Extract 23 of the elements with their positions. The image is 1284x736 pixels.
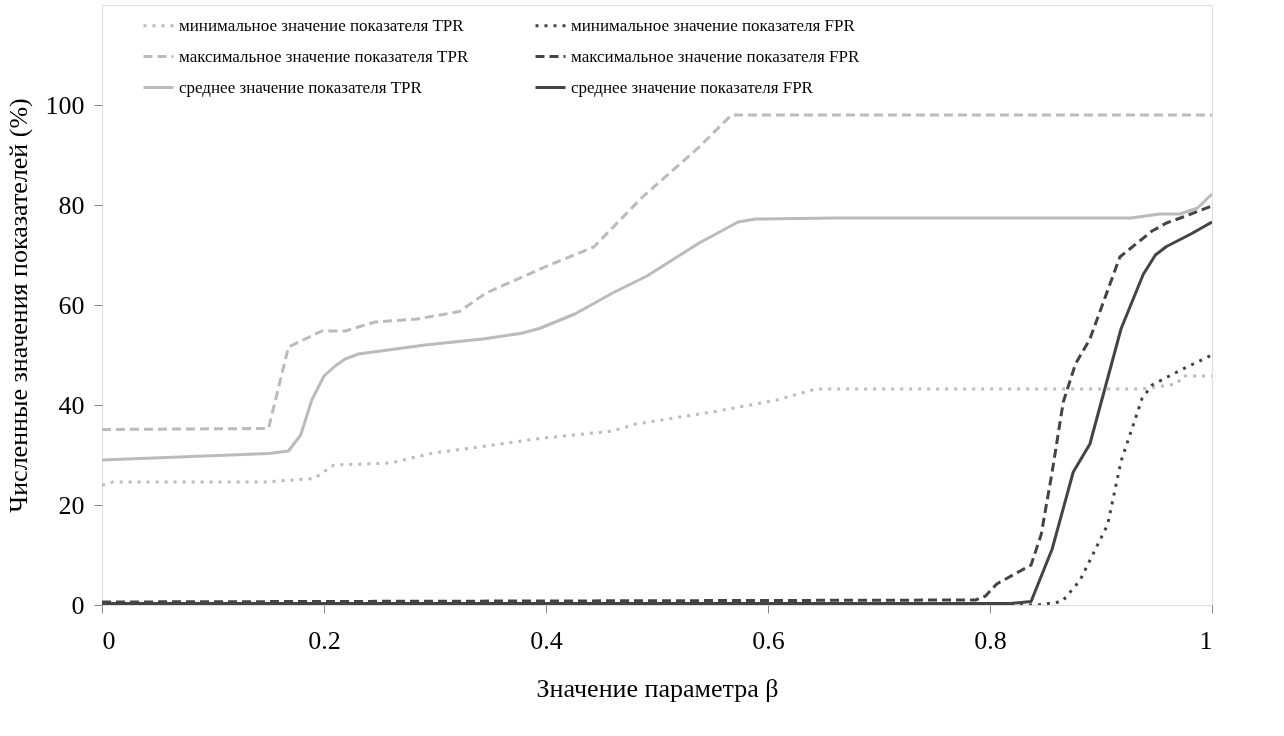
y-tick-label: 100	[45, 90, 85, 120]
legend-label: среднее значение показателя FPR	[571, 77, 814, 97]
x-tick-label: 0	[102, 625, 116, 655]
y-tick-label: 80	[58, 190, 85, 220]
y-tick-label: 0	[71, 590, 85, 620]
legend-label: минимальное значение показателя FPR	[571, 15, 856, 35]
legend-label: максимальное значение показателя TPR	[179, 46, 469, 66]
line-series	[102, 113, 1212, 431]
legend-label: среднее значение показателя TPR	[179, 77, 423, 97]
line-series	[102, 192, 1212, 462]
x-tick-label: 0.4	[530, 625, 563, 655]
y-tick-label: 60	[58, 290, 85, 320]
y-axis-title: Численные значения показателей (%)	[3, 98, 33, 513]
legend-label: минимальное значение показателя TPR	[179, 15, 465, 35]
y-tick-label: 40	[58, 390, 85, 420]
y-tick-label: 20	[58, 490, 85, 520]
x-tick-label: 1	[1199, 625, 1213, 655]
x-tick-label: 0.6	[752, 625, 785, 655]
x-tick-label: 0.2	[308, 625, 341, 655]
line-series	[102, 374, 1212, 487]
legend-label: максимальное значение показателя FPR	[571, 46, 861, 66]
x-axis-title: Значение параметра β	[536, 673, 779, 703]
x-tick-label: 0.8	[974, 625, 1007, 655]
